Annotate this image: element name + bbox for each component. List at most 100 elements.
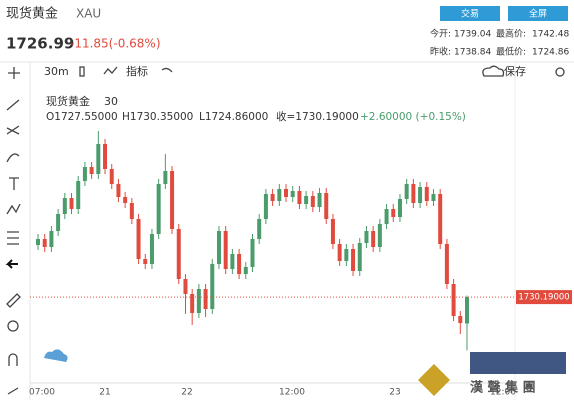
- candle-body: [230, 254, 235, 269]
- candle-body: [237, 254, 242, 274]
- settings-icon[interactable]: [555, 67, 565, 77]
- stat-value: 1724.86: [532, 48, 569, 58]
- ohlc-value: 收=1730.19000: [276, 110, 359, 123]
- button-label[interactable]: 交易: [461, 8, 479, 20]
- candle-body: [69, 198, 74, 209]
- candle-body: [190, 294, 195, 313]
- candle-body: [411, 184, 416, 203]
- button[interactable]: [508, 6, 568, 21]
- candle-body: [176, 229, 181, 279]
- plot: 1730.19000 07:00 21 22 12:00 23 12:00: [29, 131, 572, 398]
- candle-body: [156, 184, 161, 234]
- candle-body: [418, 187, 423, 203]
- candle-body: [96, 144, 101, 174]
- stat-value: 1742.48: [532, 30, 569, 40]
- stat-value: 1738.84: [454, 48, 491, 58]
- ohlc-value: L1724.86000: [199, 111, 268, 123]
- candle-body: [163, 171, 168, 184]
- candle-body: [56, 214, 61, 231]
- candle-body: [103, 144, 108, 169]
- stat-label: 最低价:: [496, 46, 526, 58]
- candle-body: [136, 219, 141, 259]
- candle-body: [223, 231, 228, 269]
- logo-text: 漢 聲 集 團: [470, 380, 536, 396]
- candle-body: [310, 196, 315, 207]
- candle-body: [243, 267, 248, 274]
- ohlc-line: O1727.55000 H1730.35000 L1724.86000 收=1730.…: [46, 110, 466, 123]
- candle-body: [89, 167, 94, 174]
- x-tick-label: 23: [389, 388, 400, 398]
- x-tick-label: 22: [181, 388, 192, 398]
- stat-value: 1739.04: [454, 30, 491, 40]
- candle-body: [82, 167, 87, 181]
- indicator-icon[interactable]: [103, 66, 118, 75]
- candle-body: [391, 209, 396, 217]
- candle-body: [76, 181, 81, 209]
- ohlc-value: +2.60000 (+0.15%): [360, 111, 466, 123]
- candle-body: [203, 289, 208, 309]
- button[interactable]: [440, 6, 500, 21]
- candle-body: [149, 234, 154, 264]
- candle-body: [404, 184, 409, 199]
- stat-label: 昨收:: [430, 46, 451, 58]
- indicators[interactable]: 指标: [126, 64, 148, 78]
- candle-body: [431, 194, 436, 201]
- candle-body: [337, 244, 342, 261]
- stat-label: 最高价:: [496, 28, 526, 40]
- candle-body: [250, 239, 255, 267]
- x-tick-label: 12:00: [279, 388, 305, 398]
- x-tick-label: 07:00: [29, 388, 55, 398]
- candle-body: [351, 249, 356, 271]
- logo: 漢 聲 集 團: [418, 352, 566, 396]
- price: 1726.99: [6, 35, 74, 53]
- candle-body: [397, 199, 402, 217]
- candle-body: [330, 219, 335, 244]
- candle-body: [357, 243, 362, 271]
- candle-body: [210, 264, 215, 309]
- candle-body: [297, 191, 302, 204]
- candle-body: [170, 171, 175, 229]
- candle-body: [451, 284, 456, 316]
- button-label[interactable]: 全屏: [529, 8, 547, 20]
- interval[interactable]: 30m: [44, 65, 69, 78]
- candle-body: [183, 279, 188, 294]
- symbol: XAU: [76, 7, 101, 21]
- candle-body: [270, 194, 275, 201]
- last-price-box: [516, 290, 572, 305]
- instrument-name: 现货黄金: [6, 6, 58, 22]
- candle-body: [116, 184, 121, 197]
- x-tick-label: 21: [99, 388, 110, 398]
- candle-body: [216, 231, 221, 264]
- cloud-badge: [44, 349, 68, 362]
- candle-body: [364, 231, 369, 243]
- candle-body: [458, 316, 463, 323]
- candle-body: [42, 239, 47, 247]
- candle-body: [277, 189, 282, 201]
- candle-body: [129, 203, 134, 219]
- candle-icon[interactable]: [79, 66, 85, 77]
- candle-body: [284, 189, 289, 197]
- candle-body: [123, 197, 128, 203]
- candle-body: [290, 191, 295, 197]
- candle-body: [465, 297, 469, 324]
- candle-body: [424, 187, 429, 201]
- candle-body: [263, 194, 268, 219]
- candle-body: [344, 249, 349, 261]
- candle-body: [384, 209, 389, 224]
- cloud-icon[interactable]: [482, 65, 505, 77]
- undo-icon[interactable]: [161, 67, 173, 73]
- ohlc-value: O1727.55000: [46, 111, 118, 123]
- candle-body: [377, 224, 382, 247]
- candle-body: [36, 239, 40, 245]
- legend-name: 现货黄金: [46, 94, 90, 108]
- candle-body: [324, 193, 329, 219]
- candle-body: [62, 198, 67, 214]
- left-toolbar[interactable]: [5, 67, 21, 395]
- candle-body: [317, 193, 322, 207]
- candle-body: [143, 259, 148, 264]
- candle-body: [438, 194, 443, 244]
- candle-body: [196, 289, 201, 313]
- legend-interval: 30: [104, 95, 118, 108]
